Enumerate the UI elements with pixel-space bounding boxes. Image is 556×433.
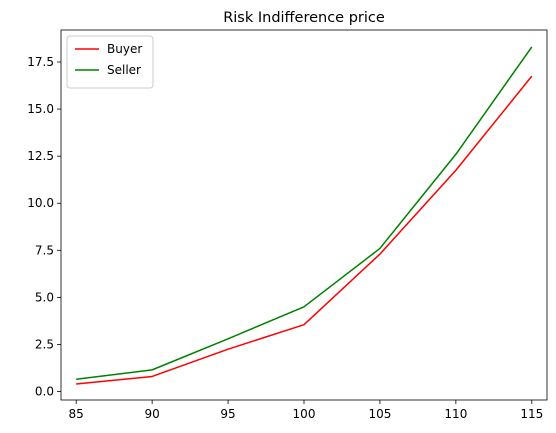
y-tick-label: 12.5 — [27, 149, 54, 163]
x-tick-label: 95 — [220, 407, 235, 421]
legend-label-buyer: Buyer — [107, 42, 142, 56]
series-line-seller — [76, 46, 533, 381]
y-tick-label: 17.5 — [27, 55, 54, 69]
y-tick-label: 7.5 — [35, 243, 54, 257]
x-tick-label: 90 — [144, 407, 159, 421]
series-lines — [76, 46, 533, 385]
y-tick-label: 10.0 — [27, 196, 54, 210]
x-tick-label: 110 — [444, 407, 467, 421]
legend-label-seller: Seller — [107, 63, 141, 77]
series-line-buyer — [76, 75, 533, 385]
x-tick-label: 115 — [520, 407, 543, 421]
x-axis-ticks: 85 90 95 100 105 110 115 — [69, 400, 543, 421]
y-tick-label: 5.0 — [35, 290, 54, 304]
chart-title: Risk Indifference price — [223, 10, 385, 26]
legend: Buyer Seller — [66, 35, 154, 89]
y-tick-label: 0.0 — [35, 385, 54, 399]
y-tick-label: 2.5 — [35, 337, 54, 351]
x-tick-label: 105 — [368, 407, 391, 421]
y-axis-ticks: 0.0 2.5 5.0 7.5 10.0 12.5 15.0 17.5 — [27, 55, 61, 399]
x-tick-label: 85 — [69, 407, 84, 421]
plot-frame — [60, 29, 548, 401]
x-tick-label: 100 — [293, 407, 316, 421]
y-tick-label: 15.0 — [27, 102, 54, 116]
